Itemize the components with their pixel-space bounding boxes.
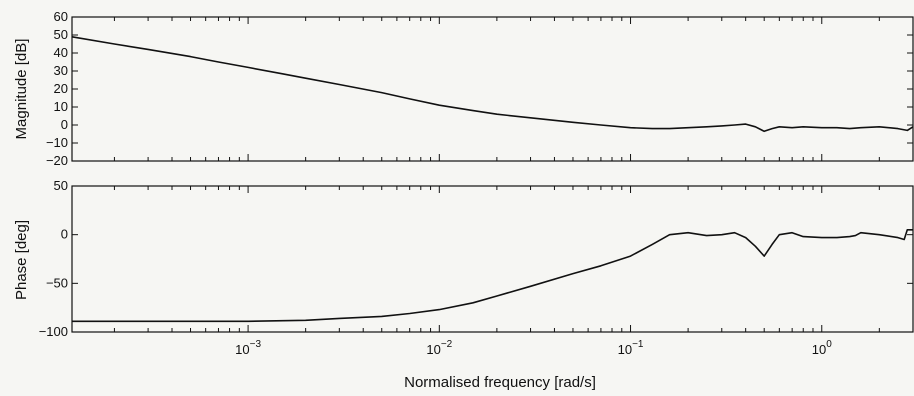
magnitude-plot-frame: [71, 16, 914, 162]
x-tick-label-exponent: −2: [441, 339, 453, 350]
phase-y-tick-label: 0: [61, 227, 68, 242]
x-tick-label-base: 10: [618, 342, 632, 357]
phase-x-tick-labels: 10−3 10−2 10−1 100: [235, 339, 832, 357]
magnitude-y-tick-labels: −20 −10 0 10 20 30 40 50 60: [46, 9, 68, 168]
magnitude-y-tick-label: 60: [54, 9, 68, 24]
magnitude-y-tick-label: 20: [54, 81, 68, 96]
x-tick-label-base: 10: [426, 342, 440, 357]
magnitude-y-tick-label: 50: [54, 27, 68, 42]
x-tick-label: 10−2: [426, 339, 452, 357]
x-tick-label: 100: [812, 339, 832, 357]
x-tick-label-exponent: 0: [826, 339, 832, 350]
magnitude-y-tick-label: 30: [54, 63, 68, 78]
magnitude-y-tick-label: 0: [61, 117, 68, 132]
magnitude-y-tick-label: −10: [46, 135, 68, 150]
x-tick-label-exponent: −3: [250, 339, 262, 350]
x-axis-title: Normalised frequency [rad/s]: [404, 374, 596, 391]
phase-y-tick-label: −50: [46, 275, 68, 290]
x-tick-label-base: 10: [235, 342, 249, 357]
magnitude-y-tick-label: 10: [54, 99, 68, 114]
phase-y-tick-labels: −100 −50 0 50: [39, 178, 68, 339]
magnitude-y-tick-label: −20: [46, 153, 68, 168]
phase-y-tick-label: −100: [39, 324, 68, 339]
phase-response-curve: [72, 229, 913, 323]
phase-y-axis-title: Phase [deg]: [13, 220, 30, 300]
phase-y-tick-label: 50: [54, 178, 68, 193]
magnitude-tick-marks: [72, 16, 914, 162]
magnitude-y-axis-title: Magnitude [dB]: [13, 39, 30, 140]
magnitude-response-curve: [71, 36, 914, 133]
x-tick-label-base: 10: [812, 342, 826, 357]
x-tick-label: 10−1: [618, 339, 644, 357]
phase-plot-frame: [71, 185, 914, 333]
phase-tick-marks: [72, 185, 914, 333]
x-tick-label-exponent: −1: [632, 339, 644, 350]
x-tick-label: 10−3: [235, 339, 261, 357]
magnitude-panel: −20 −10 0 10 20 30 40 50 60 Magnitude [dB]: [13, 9, 914, 168]
magnitude-y-tick-label: 40: [54, 45, 68, 60]
